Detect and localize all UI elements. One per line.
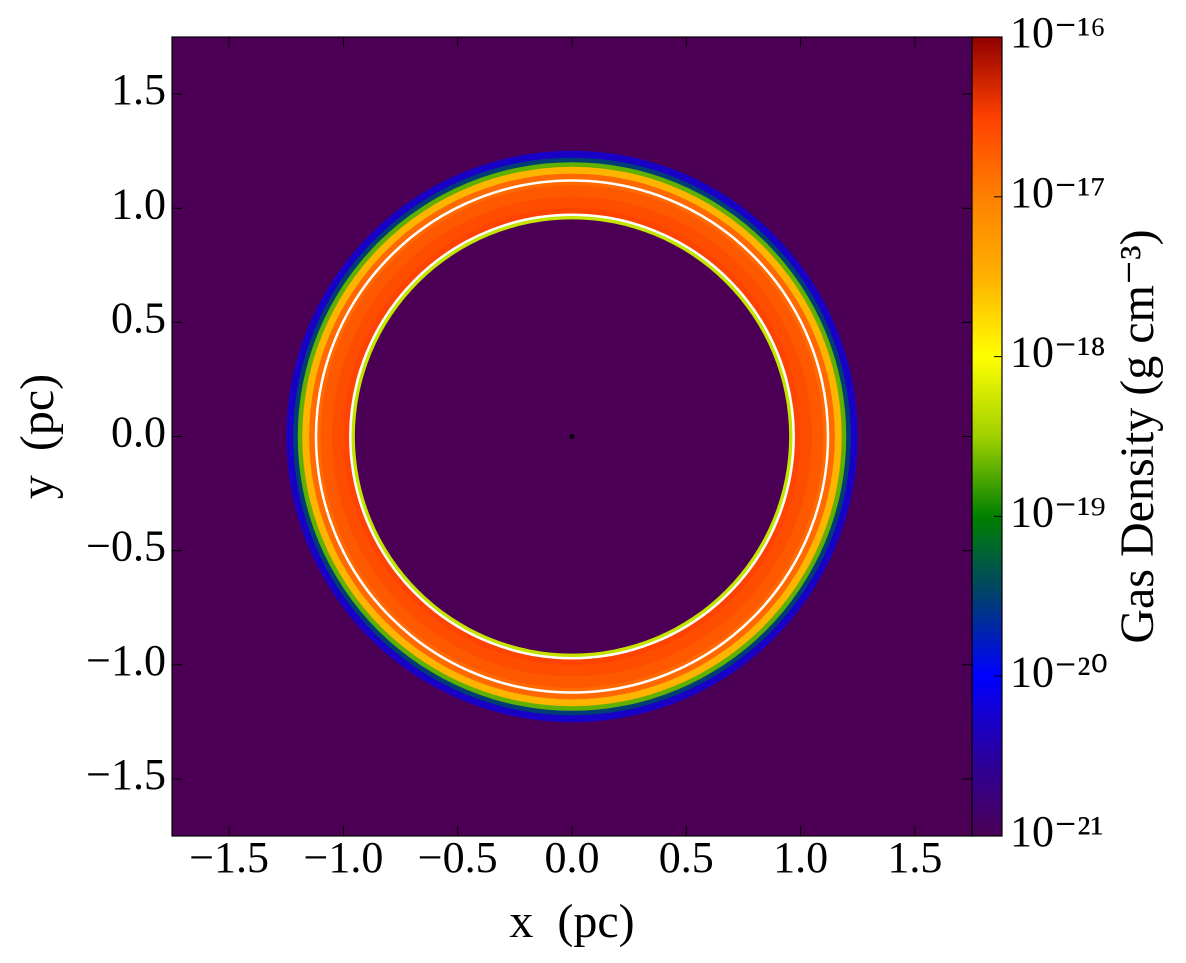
x-tick-label: −1.5: [189, 833, 269, 882]
plot-area: [172, 37, 972, 836]
y-tick-label: −1.0: [86, 636, 166, 685]
colorbar-tick-label: 10⁻¹⁸: [1010, 328, 1106, 377]
y-tick-label: −0.5: [86, 522, 166, 571]
y-tick-label: 0.0: [111, 408, 166, 457]
contour: [349, 213, 795, 660]
y-tick-label: 1.0: [111, 179, 166, 228]
x-tick-label: 0.0: [545, 833, 600, 882]
colorbar-tick-label: 10⁻¹⁹: [1010, 487, 1106, 536]
y-tick-label: 0.5: [111, 293, 166, 342]
x-axis-label: x (pc): [509, 895, 634, 948]
contour: [314, 179, 830, 694]
colorbar-tick-label: 10⁻¹⁷: [1010, 168, 1106, 217]
x-tick-label: 0.5: [659, 833, 714, 882]
point: [569, 434, 575, 439]
colorbar: [971, 36, 1003, 837]
colorbar-tick-label: 10⁻²⁰: [1010, 647, 1108, 696]
x-tick-label: −1.0: [304, 833, 384, 882]
y-tick-label: 1.5: [111, 65, 166, 114]
y-tick-label: −1.5: [86, 750, 166, 799]
colorbar-label: Gas Density (g cm⁻³): [1111, 229, 1164, 643]
x-tick-label: 1.0: [773, 833, 828, 882]
x-tick-label: 1.5: [887, 833, 942, 882]
x-tick-label: −0.5: [418, 833, 498, 882]
colorbar-tick-label: 10⁻¹⁶: [1010, 8, 1106, 57]
colorbar-tick-label: 10⁻²¹: [1010, 807, 1104, 856]
y-axis-label: y (pc): [11, 374, 64, 499]
